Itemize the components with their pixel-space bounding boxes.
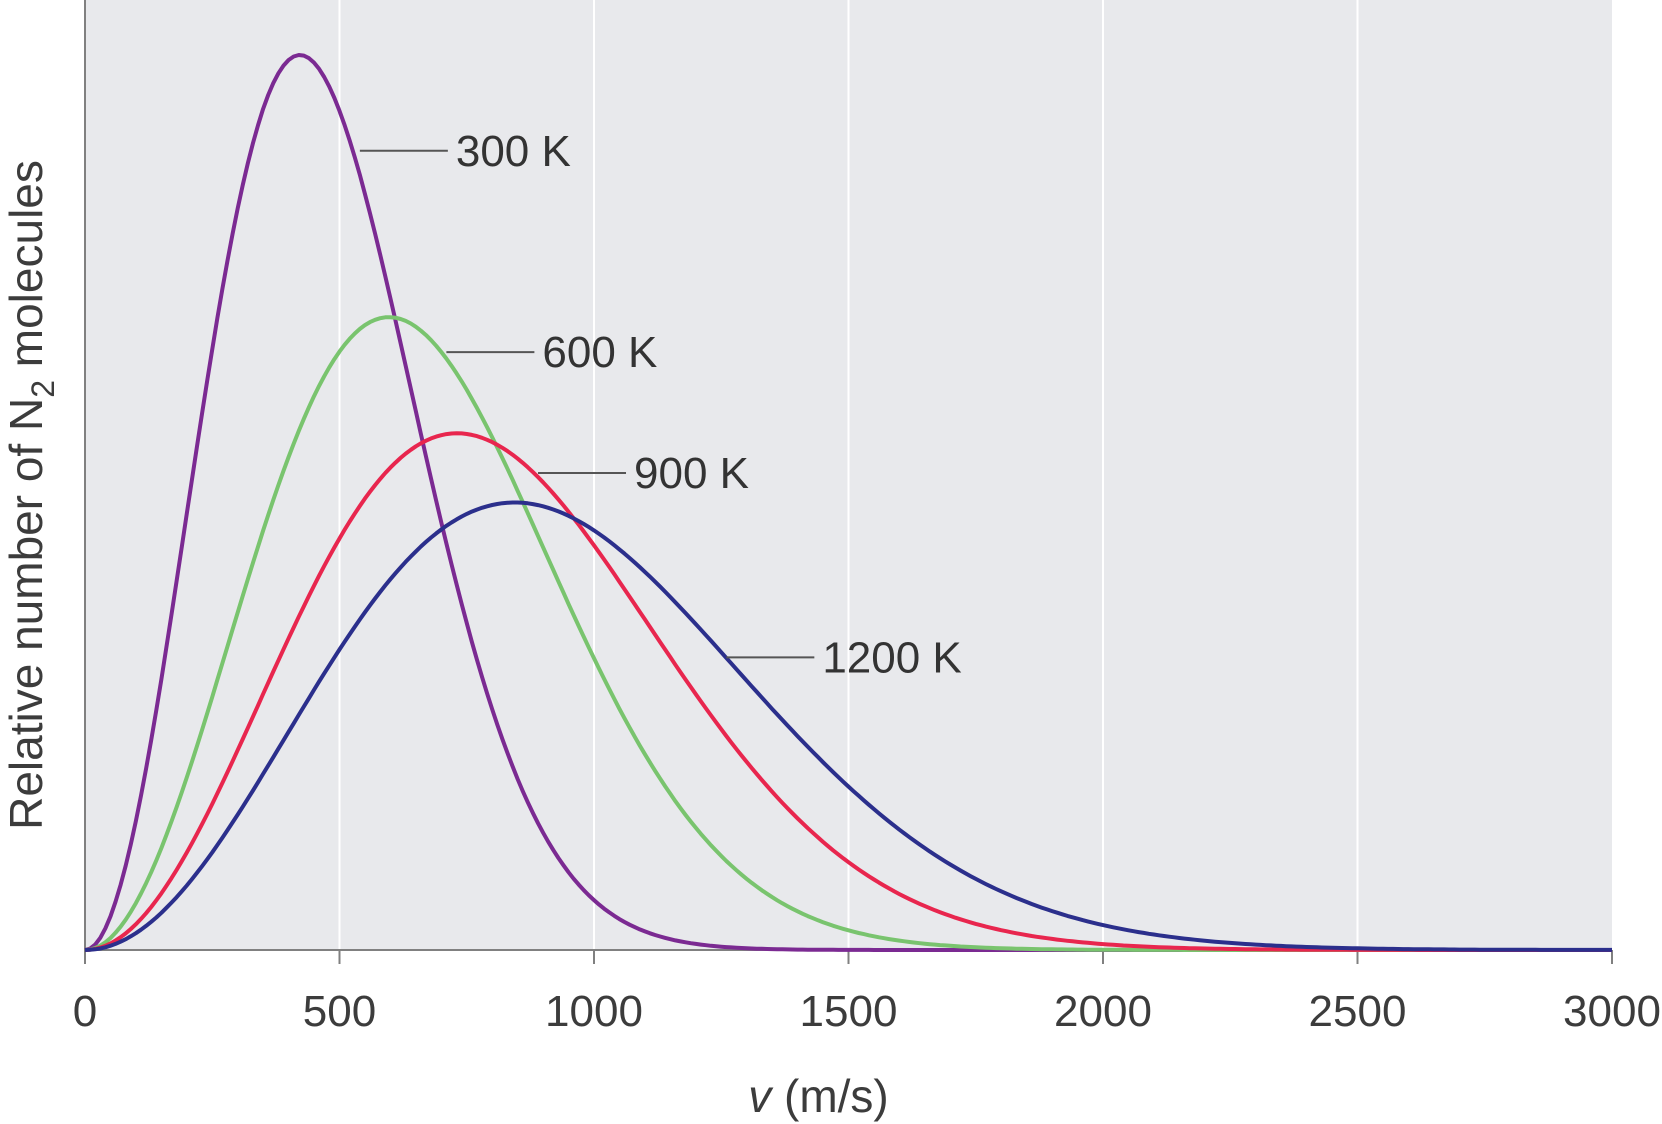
x-tick-labels: 0 500 1000 1500 2000 2500 3000 [73,987,1661,1036]
y-axis-label-text: Relative number of N [0,398,52,830]
series-labels: 300 K 600 K 900 K 1200 K [359,127,962,682]
y-axis-label-text-end: molecules [0,160,52,380]
series-label: 600 K [542,328,657,377]
x-tick-label: 2500 [1309,987,1407,1036]
x-tick-label: 1500 [800,987,898,1036]
x-axis-label: v (m/s) [748,1070,889,1122]
series-label: 300 K [456,127,571,176]
x-axis-label-variable: v [748,1070,774,1122]
series-curve [84,500,1612,952]
x-tick-label: 1000 [545,987,643,1036]
series-label: 900 K [634,449,749,498]
y-axis-label: Relative number of N2 molecules [0,160,61,830]
x-tick-label: 0 [73,987,97,1036]
series-curves [84,53,1612,952]
y-axis-label-subscript: 2 [25,380,61,398]
x-tick-label: 500 [303,987,376,1036]
grid-lines [338,0,1359,950]
x-axis-label-unit: (m/s) [771,1070,889,1122]
series-label: 1200 K [822,633,961,682]
x-tick-label: 2000 [1054,987,1152,1036]
x-tick-label: 3000 [1563,987,1661,1036]
